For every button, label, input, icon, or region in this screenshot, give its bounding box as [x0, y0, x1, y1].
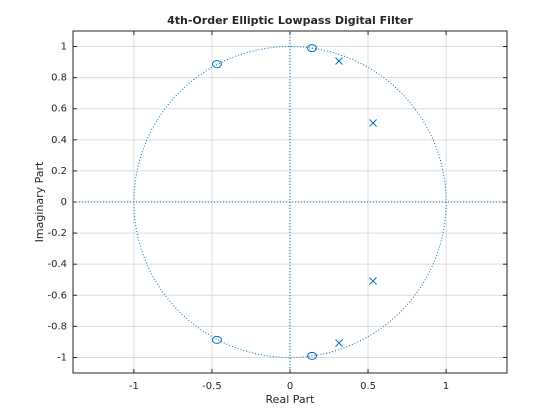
- y-tick-label: -0.2: [47, 228, 67, 239]
- y-axis-label: Imaginary Part: [33, 161, 46, 242]
- pole-marker: [335, 339, 343, 347]
- y-tick-label: 0.8: [51, 73, 67, 84]
- zero-marker: [211, 335, 222, 344]
- y-tick-label: 0.6: [51, 104, 67, 115]
- y-tick-label: -0.8: [47, 321, 67, 332]
- pole-marker: [369, 277, 377, 285]
- pole-marker: [335, 57, 343, 65]
- x-tick-label: 0.5: [360, 381, 376, 392]
- pole-marker: [369, 119, 377, 127]
- y-tick-label: 0: [61, 197, 67, 208]
- x-tick-label: 1: [443, 381, 449, 392]
- x-tick-label: -0.5: [202, 381, 222, 392]
- y-tick-label: -0.6: [47, 290, 67, 301]
- x-axis-label: Real Part: [266, 393, 316, 406]
- zero-marker: [211, 60, 222, 69]
- x-tick-label: -1: [129, 381, 139, 392]
- y-tick-label: -0.4: [47, 259, 67, 270]
- y-tick-label: 0.2: [51, 166, 67, 177]
- zero-marker: [307, 351, 318, 360]
- y-tick-label: 0.4: [51, 135, 67, 146]
- x-tick-label: 0: [287, 381, 293, 392]
- zero-marker: [307, 44, 318, 53]
- y-tick-label: -1: [57, 352, 67, 363]
- unit-circle: [133, 46, 447, 358]
- y-tick-label: 1: [61, 42, 67, 53]
- chart-title: 4th-Order Elliptic Lowpass Digital Filte…: [167, 14, 413, 27]
